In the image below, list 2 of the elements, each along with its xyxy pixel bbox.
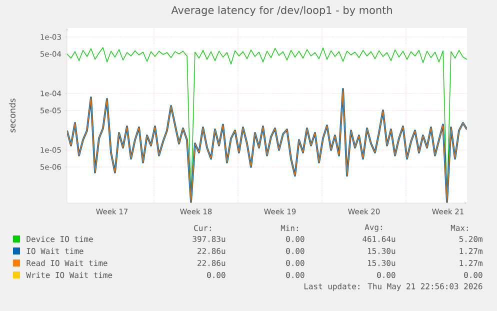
chart-title: Average latency for /dev/loop1 - by month <box>171 6 392 16</box>
y-axis-title: seconds <box>8 98 16 132</box>
